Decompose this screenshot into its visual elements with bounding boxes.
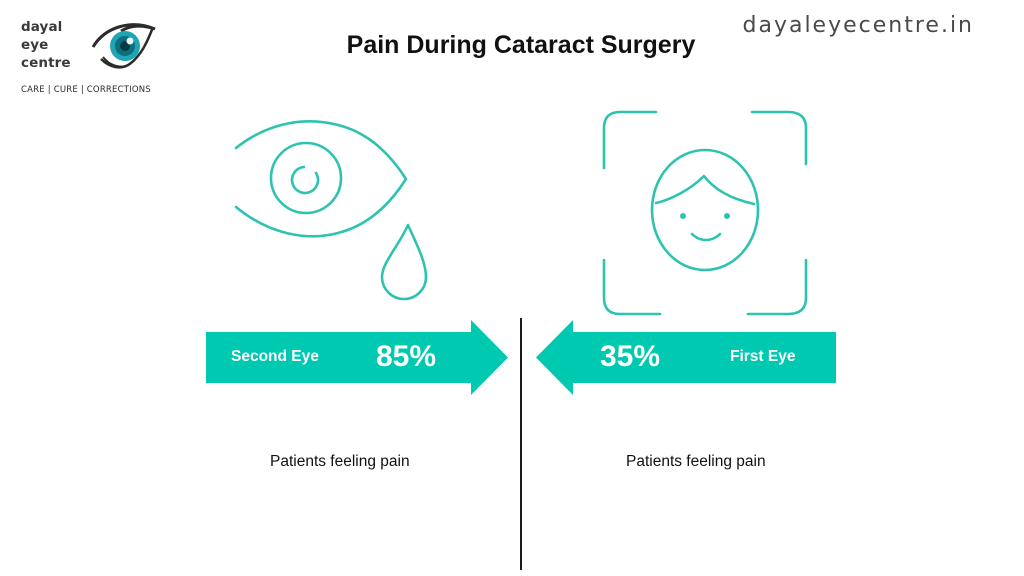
right-arrow-icon (206, 320, 508, 395)
second-eye-arrow: Second Eye 85% (206, 320, 508, 395)
center-divider (520, 318, 522, 570)
brand-name-line-3: centre (21, 55, 71, 71)
first-eye-value: 35% (600, 340, 661, 373)
brand-tagline: CARE | CURE | CORRECTIONS (21, 85, 151, 95)
page-title: Pain During Cataract Surgery (346, 31, 696, 59)
first-eye-caption: Patients feeling pain (626, 453, 766, 470)
brand-name-line-2: eye (21, 37, 49, 53)
second-eye-value: 85% (376, 340, 437, 373)
eye-with-tear-icon (234, 120, 428, 301)
brand-logo-block: dayal eye centre CARE | CURE | CORRECTIO… (21, 18, 171, 100)
second-eye-label: Second Eye (231, 348, 319, 365)
first-eye-arrow: 35% First Eye (536, 320, 836, 395)
brand-name: dayal eye centre (21, 18, 71, 72)
left-arrow-icon (536, 320, 836, 395)
site-url: dayaleyecentre.in (742, 13, 974, 38)
eye-logo-icon (91, 23, 156, 69)
smiling-face-scan-icon (602, 110, 808, 316)
brand-name-line-1: dayal (21, 19, 63, 35)
first-eye-label: First Eye (730, 348, 796, 365)
second-eye-caption: Patients feeling pain (270, 453, 410, 470)
